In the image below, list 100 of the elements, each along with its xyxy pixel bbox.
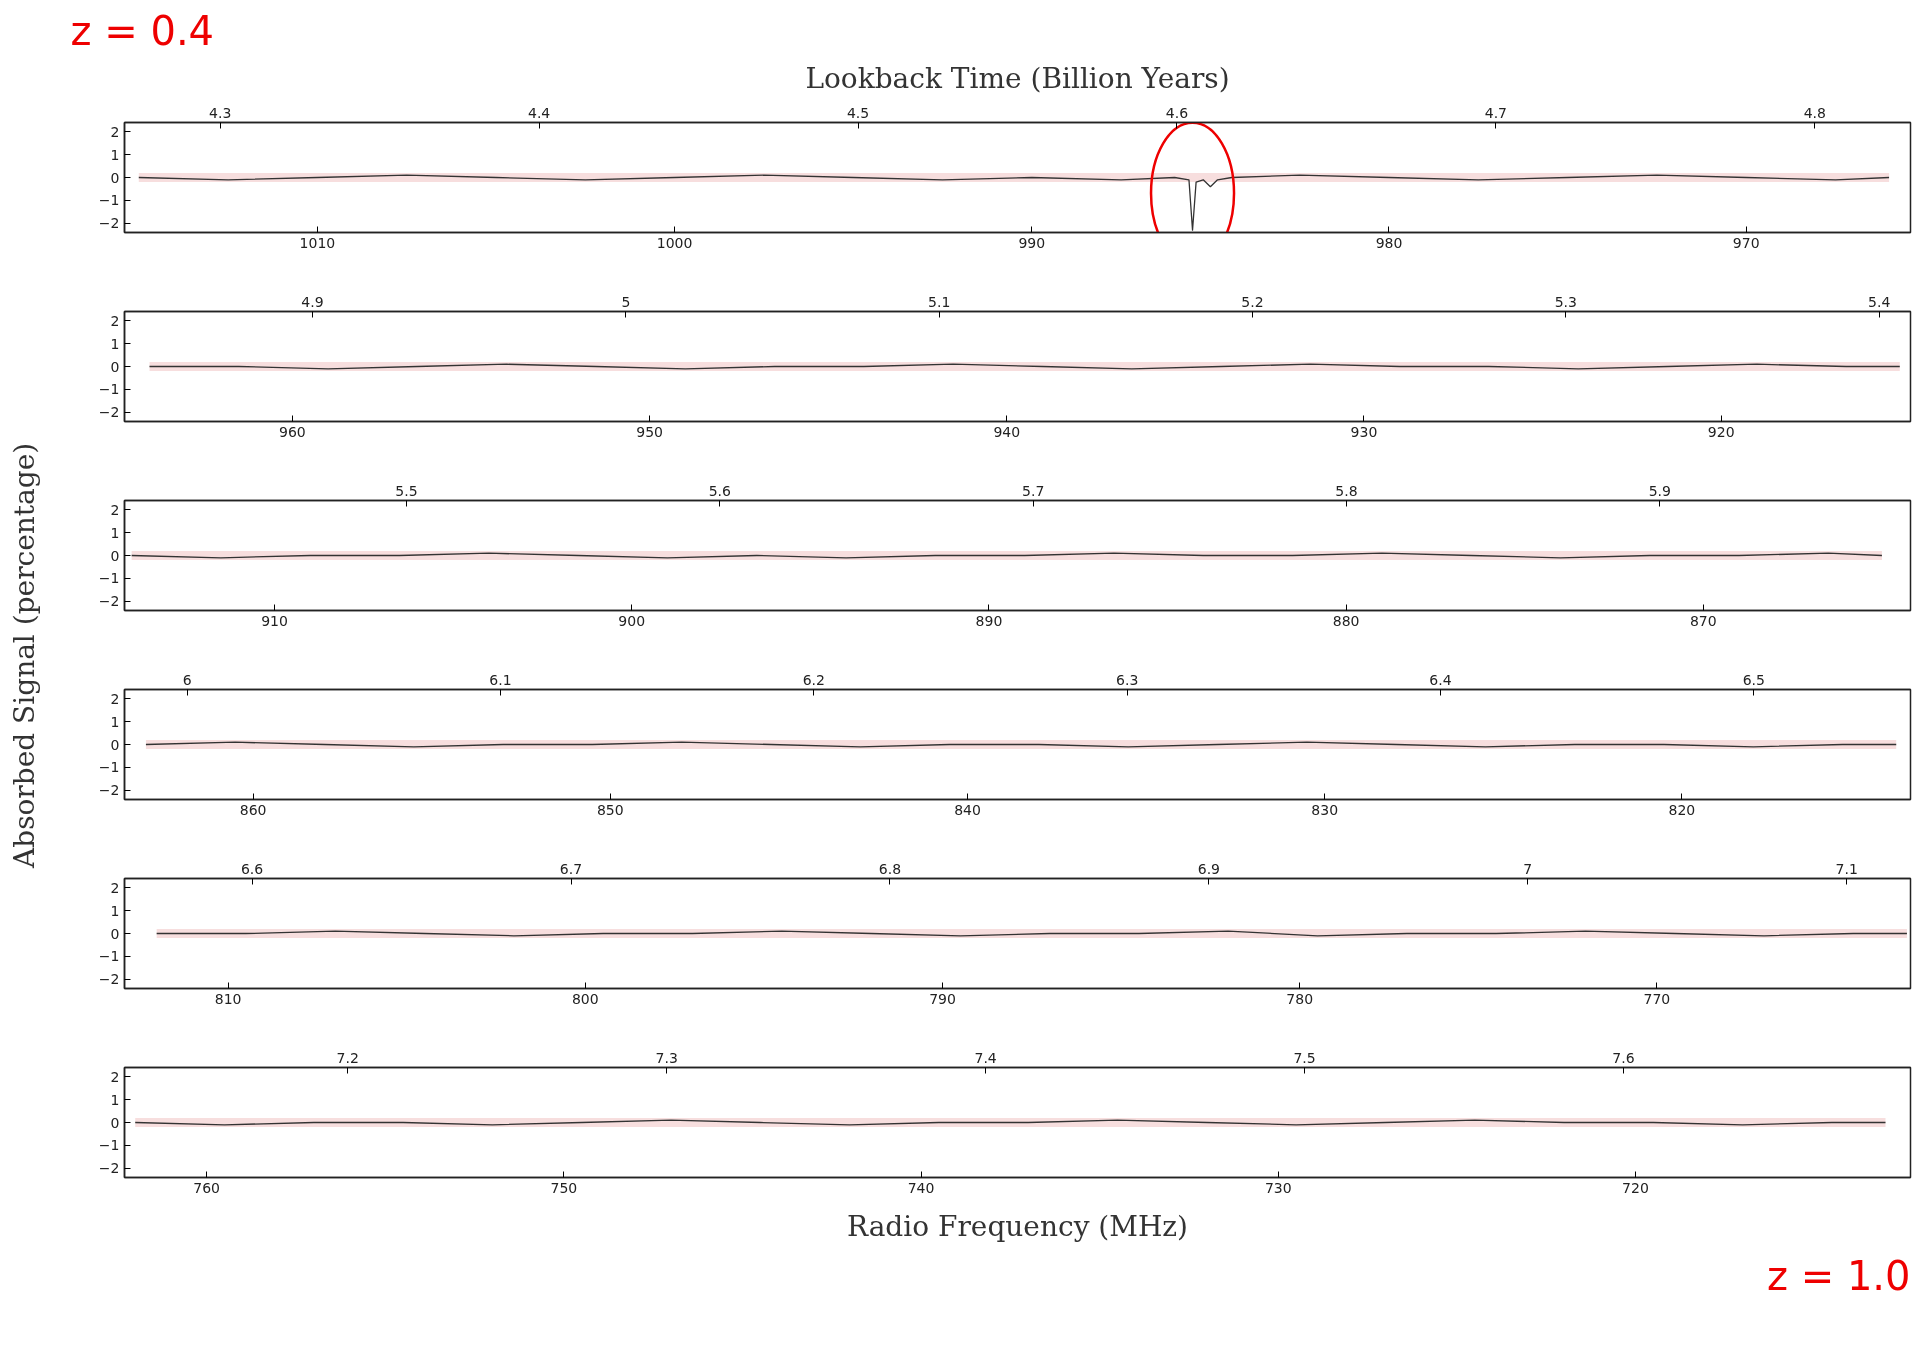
x2-tick-label: 6.5 [1742, 671, 1765, 688]
x-tick-label: 860 [239, 801, 267, 818]
line-series [138, 174, 1890, 231]
x2-tick-label: 5.7 [1022, 482, 1045, 499]
y-tick-label: 2 [110, 690, 120, 707]
x2-tick-label: 7 [1523, 860, 1533, 877]
y-tick-label: −2 [98, 971, 120, 988]
x-tick-label: 1000 [656, 234, 693, 251]
y-tick-label: 0 [110, 358, 120, 375]
x2-tick-label: 7.4 [974, 1049, 997, 1066]
y-tick-label: 1 [110, 1091, 120, 1108]
x2-tick-label: 6 [182, 671, 192, 688]
x-tick-label: 960 [279, 423, 306, 440]
y-tick-label: 1 [110, 335, 120, 352]
x2-tick-label: 6.6 [240, 860, 264, 877]
x2-tick-label: 7.5 [1293, 1049, 1316, 1066]
y-tick-label: 1 [110, 146, 120, 163]
x2-tick-label: 5.5 [395, 482, 418, 499]
x-tick-label: 940 [993, 423, 1021, 440]
x2-tick-label: 7.6 [1612, 1049, 1635, 1066]
x-tick-label: 830 [1311, 801, 1339, 818]
x2-tick-label: 5.2 [1241, 293, 1264, 310]
x2-tick-label: 4.5 [846, 104, 870, 121]
y-tick-label: 0 [110, 736, 120, 753]
x2-tick-label: 6.9 [1197, 860, 1220, 877]
x-tick-label: 750 [550, 1179, 578, 1196]
y-tick-label: −2 [98, 404, 120, 421]
x-tick-label: 930 [1350, 423, 1378, 440]
x-tick-label: 800 [571, 990, 599, 1007]
x2-axis-title: Lookback Time (Billion Years) [805, 61, 1230, 95]
y-tick-label: −2 [98, 782, 120, 799]
x-tick-label: 950 [636, 423, 663, 440]
x2-tick-label: 6.8 [878, 860, 902, 877]
x2-tick-label: 5.6 [708, 482, 732, 499]
x-tick-label: 890 [975, 612, 1003, 629]
x-tick-label: 720 [1622, 1179, 1649, 1196]
x2-tick-label: 4.3 [209, 104, 232, 121]
y-tick-label: −1 [98, 192, 120, 209]
x-tick-label: 730 [1264, 1179, 1292, 1196]
y-tick-label: −1 [98, 1137, 120, 1154]
x-tick-label: 780 [1286, 990, 1314, 1007]
x2-tick-label: 4.9 [301, 293, 324, 310]
x2-tick-label: 4.7 [1484, 104, 1508, 121]
y-tick-label: −1 [98, 759, 120, 776]
y-tick-label: 0 [110, 169, 120, 186]
y-tick-label: 2 [110, 123, 120, 140]
y-tick-label: −1 [98, 381, 120, 398]
x-tick-label: 820 [1668, 801, 1696, 818]
y-tick-label: −2 [98, 593, 120, 610]
x-tick-label: 900 [618, 612, 646, 629]
y-tick-label: −1 [98, 948, 120, 965]
x-tick-label: 740 [907, 1179, 935, 1196]
x-tick-label: 790 [929, 990, 956, 1007]
x-tick-label: 850 [596, 801, 624, 818]
x-tick-label: 810 [214, 990, 242, 1007]
y-tick-label: −2 [98, 215, 120, 232]
y-tick-label: 2 [110, 879, 120, 896]
x2-tick-label: 5.3 [1554, 293, 1577, 310]
x2-tick-label: 5.9 [1648, 482, 1671, 499]
x2-tick-label: 5.1 [928, 293, 951, 310]
y-tick-label: 1 [110, 902, 120, 919]
x2-tick-label: 6.3 [1116, 671, 1139, 688]
x2-tick-label: 4.6 [1165, 104, 1189, 121]
x-tick-label: 1010 [299, 234, 336, 251]
x-tick-label: 840 [954, 801, 981, 818]
x-tick-label: 770 [1643, 990, 1671, 1007]
x-tick-label: 880 [1332, 612, 1360, 629]
y-tick-label: 2 [110, 1068, 120, 1085]
x2-tick-label: 7.3 [655, 1049, 678, 1066]
x-tick-label: 870 [1689, 612, 1717, 629]
y-tick-label: 0 [110, 925, 120, 942]
y-tick-label: 0 [110, 1114, 120, 1131]
x-tick-label: 980 [1375, 234, 1403, 251]
x2-tick-label: 7.1 [1835, 860, 1858, 877]
x2-tick-label: 6.1 [489, 671, 512, 688]
x2-tick-label: 7.2 [336, 1049, 359, 1066]
y-tick-label: 2 [110, 501, 120, 518]
x2-tick-label: 5.8 [1335, 482, 1358, 499]
y-tick-label: 1 [110, 713, 120, 730]
x2-tick-label: 6.7 [559, 860, 583, 877]
y-tick-label: 2 [110, 312, 120, 329]
y-tick-label: −2 [98, 1160, 120, 1177]
x2-tick-label: 6.4 [1429, 671, 1452, 688]
text: z = 0.4 [70, 7, 215, 54]
text: z = 1.0 [1766, 1252, 1911, 1299]
x-tick-label: 920 [1707, 423, 1735, 440]
y-axis-title: Absorbed Signal (percentage) [7, 442, 42, 868]
x2-tick-label: 5 [621, 293, 631, 310]
x-axis-title: Radio Frequency (MHz) [846, 1209, 1189, 1243]
y-tick-label: 1 [110, 524, 120, 541]
x2-tick-label: 4.4 [527, 104, 551, 121]
x-tick-label: 910 [261, 612, 288, 629]
x-tick-label: 990 [1018, 234, 1046, 251]
x2-tick-label: 5.4 [1868, 293, 1891, 310]
x-tick-label: 760 [193, 1179, 221, 1196]
x2-tick-label: 4.8 [1803, 104, 1826, 121]
y-tick-label: −1 [98, 570, 120, 587]
x2-tick-label: 6.2 [802, 671, 825, 688]
x-tick-label: 970 [1732, 234, 1760, 251]
y-tick-label: 0 [110, 547, 120, 564]
